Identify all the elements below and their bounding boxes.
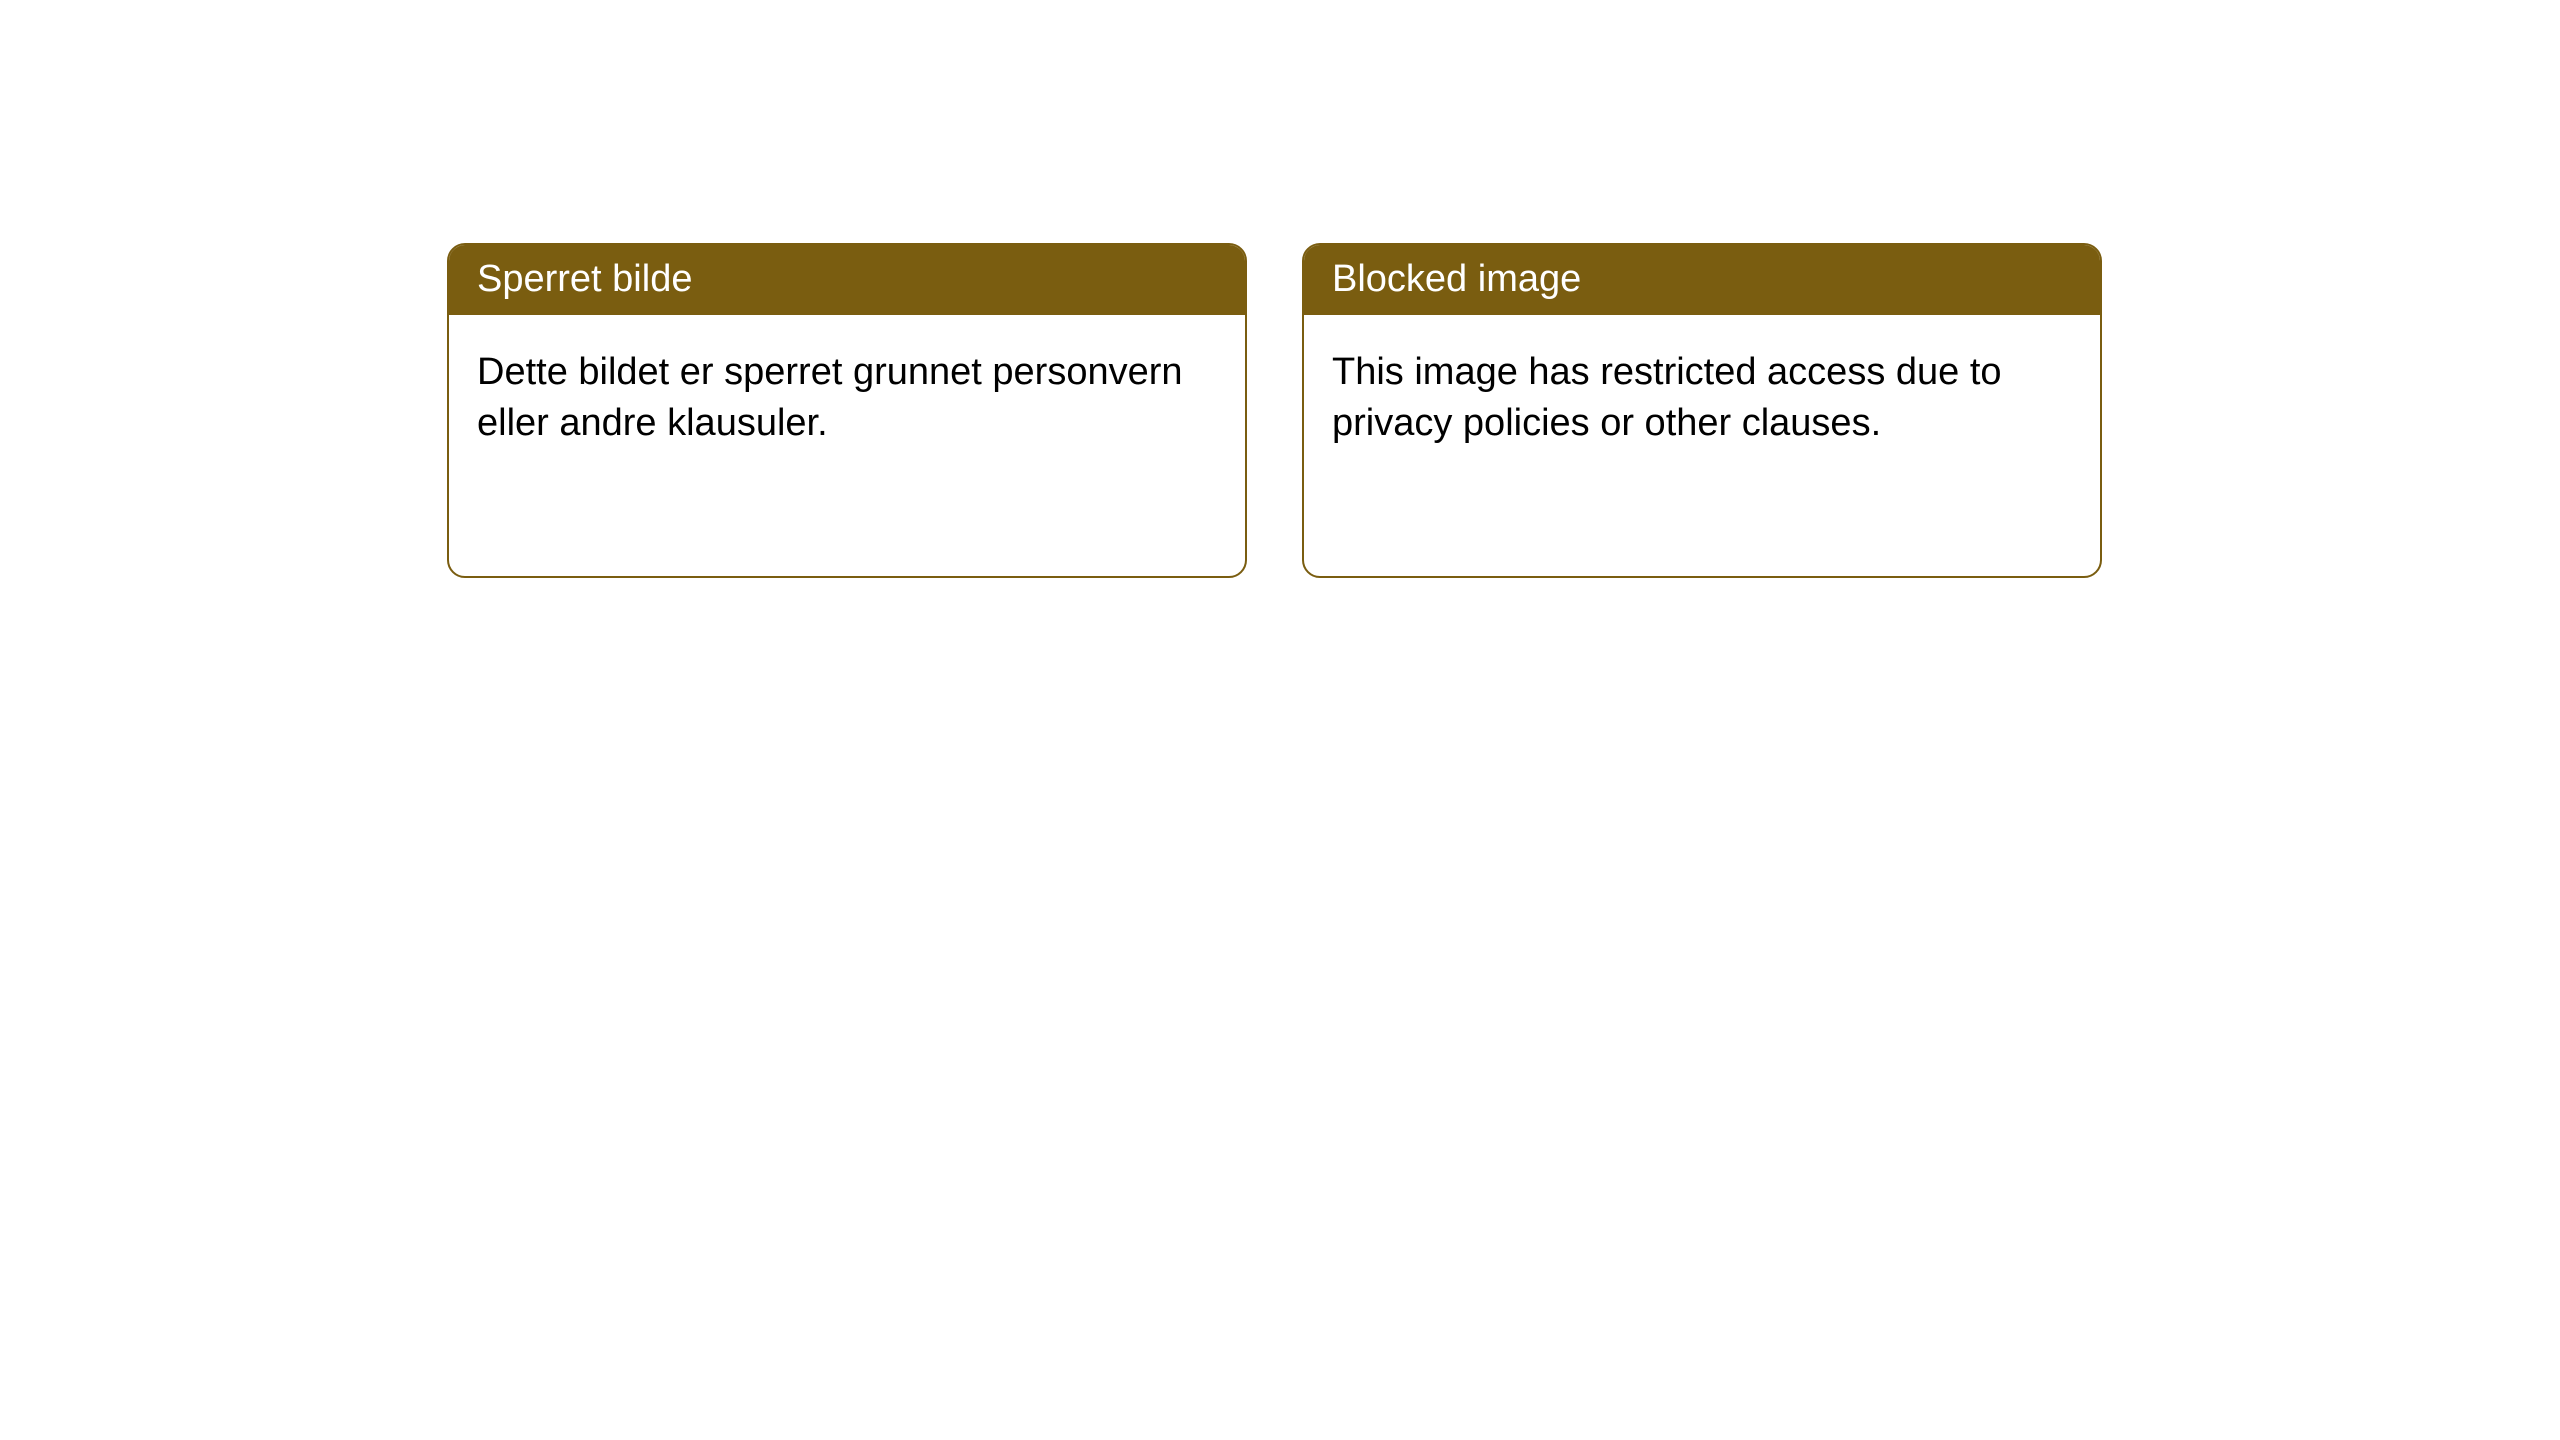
notice-card-english: Blocked image This image has restricted …: [1302, 243, 2102, 578]
notice-card-norwegian: Sperret bilde Dette bildet er sperret gr…: [447, 243, 1247, 578]
notice-card-title: Blocked image: [1304, 245, 2100, 315]
notice-card-body: Dette bildet er sperret grunnet personve…: [449, 315, 1245, 482]
notice-card-body: This image has restricted access due to …: [1304, 315, 2100, 482]
notice-card-title: Sperret bilde: [449, 245, 1245, 315]
notice-container: Sperret bilde Dette bildet er sperret gr…: [0, 0, 2560, 578]
